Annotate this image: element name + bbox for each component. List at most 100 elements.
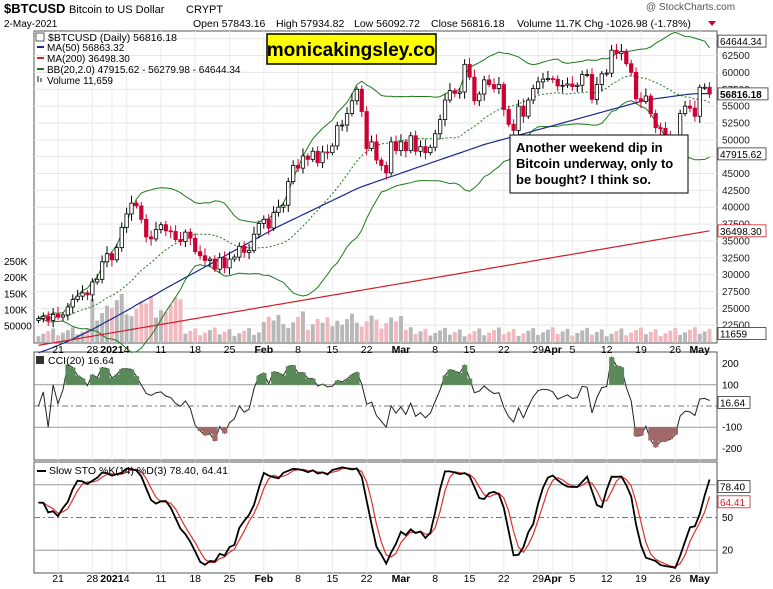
candle-body <box>643 95 648 102</box>
sto-k-value-flag-box <box>717 480 751 493</box>
sto-k-line <box>38 466 711 569</box>
candle-body <box>207 258 213 261</box>
cci-fill-negative <box>663 427 669 442</box>
volume-bar <box>325 317 330 342</box>
candle-body <box>51 313 56 321</box>
x-tick-label-price: Apr <box>544 344 562 356</box>
volume-bar <box>158 310 163 342</box>
candle-body <box>139 205 144 220</box>
value-flag-box <box>717 327 767 340</box>
volume-bar <box>599 329 604 342</box>
candle-body <box>697 86 702 117</box>
cci-fill-positive <box>452 371 458 385</box>
volume-bar <box>545 329 550 342</box>
candle-body <box>344 113 350 126</box>
candle-body <box>638 98 644 102</box>
x-tick-label-price: 8 <box>295 344 301 356</box>
cci-fill-positive <box>266 383 272 385</box>
candle-body <box>545 78 551 80</box>
candle-body <box>310 150 315 160</box>
volume-bar <box>560 331 565 342</box>
candle-body <box>379 159 384 166</box>
value-flag-label: 47915.62 <box>720 150 762 161</box>
sto-title: Slow STO %K(14) %D(3) 78.40, 64.41 <box>49 465 228 477</box>
volume-bar <box>487 332 492 342</box>
candle-body <box>580 74 585 86</box>
volume-bar <box>139 301 144 342</box>
cci-title: CCI(20) 16.64 <box>48 355 114 367</box>
volume-bar <box>668 330 673 342</box>
volume-bar <box>648 331 653 342</box>
candle-body <box>75 295 80 300</box>
x-tick-label-price: 22 <box>498 344 510 356</box>
price-legend-title: $BTCUSD (Daily) 56816.18 <box>48 32 177 44</box>
volume-bar <box>590 334 594 342</box>
cci-fill-positive <box>276 372 282 385</box>
candle-body <box>70 299 75 308</box>
y-tick-label: 22500 <box>722 321 750 332</box>
cci-fill-positive <box>114 374 120 385</box>
volume-bar <box>193 328 198 342</box>
cci-fill-positive <box>447 369 453 385</box>
cci-fill-negative <box>638 427 644 436</box>
value-flag-box <box>717 147 767 161</box>
candle-body <box>599 73 604 85</box>
x-tick-label-price: 22 <box>361 344 373 356</box>
candle-body <box>168 230 173 233</box>
volume-bar <box>374 319 379 342</box>
volume-bar <box>237 333 242 342</box>
volume-bar <box>203 332 207 342</box>
volume-tick-label: 100K <box>4 305 28 316</box>
cci-fill-positive <box>349 374 355 385</box>
cci-value-flag: 16.64 <box>720 398 745 409</box>
volume-bar <box>413 333 418 342</box>
legend-swatch-volume <box>37 76 39 82</box>
volume-bar <box>516 335 521 342</box>
cci-fill-positive <box>290 365 296 385</box>
volume-bar <box>247 328 252 342</box>
candle-body <box>212 258 217 270</box>
candle-body <box>413 135 418 152</box>
volume-bar <box>163 312 168 342</box>
volume-bar <box>501 334 506 342</box>
candle-body <box>653 113 658 129</box>
cci-fill-negative <box>222 427 228 434</box>
candle-body <box>393 141 399 152</box>
x-tick-label-sto: May <box>690 573 711 585</box>
candle-body <box>119 227 124 249</box>
volume-bar <box>398 315 403 342</box>
cci-fill-positive <box>80 378 86 385</box>
volume-bar <box>428 335 433 342</box>
candle-body <box>570 83 575 87</box>
x-tick-label-price: 26 <box>669 344 681 356</box>
x-tick-label-sto: 22 <box>361 573 373 585</box>
cci-line <box>37 355 710 449</box>
cci-fill-positive <box>124 368 130 385</box>
watermark-box <box>266 33 437 65</box>
volume-bar <box>634 330 639 342</box>
x-tick-label-price: 12 <box>601 344 613 356</box>
volume-bar <box>585 327 590 342</box>
candle-body <box>271 212 276 229</box>
candle-body <box>295 165 301 169</box>
y-tick-label: 62500 <box>722 51 750 62</box>
cci-fill-positive <box>618 367 625 385</box>
candle-body <box>349 100 355 114</box>
chart-symbol: $BTCUSD <box>4 1 65 16</box>
volume-bar <box>100 313 105 342</box>
volume-bar <box>154 317 158 342</box>
cci-fill-positive <box>300 372 306 385</box>
volume-bar <box>207 330 212 342</box>
volume-bar <box>379 328 384 342</box>
ohlc-volume: Volume 11.7K <box>517 18 582 30</box>
volume-bar <box>261 322 266 342</box>
volume-bar <box>575 333 580 342</box>
candle-body <box>232 256 237 260</box>
volume-bar <box>124 314 129 342</box>
volume-bar <box>149 296 154 342</box>
volume-bar <box>673 328 678 342</box>
legend-swatch-price <box>35 32 45 42</box>
cci-fill-positive <box>119 368 125 385</box>
volume-bar <box>60 332 65 342</box>
